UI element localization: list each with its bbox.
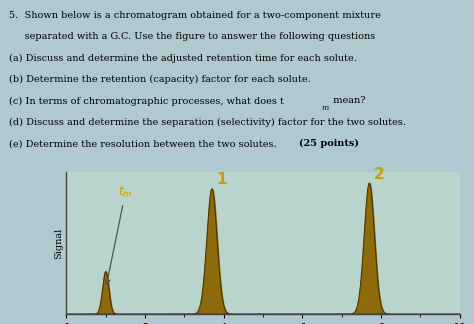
Text: separated with a G.C. Use the figure to answer the following questions: separated with a G.C. Use the figure to … bbox=[9, 32, 376, 41]
Text: 1: 1 bbox=[217, 172, 227, 187]
Text: 2: 2 bbox=[374, 167, 385, 182]
Text: (25 points): (25 points) bbox=[299, 139, 359, 148]
Text: mean?: mean? bbox=[330, 97, 366, 105]
Y-axis label: Signal: Signal bbox=[55, 227, 64, 259]
Text: 5.  Shown below is a chromatogram obtained for a two-component mixture: 5. Shown below is a chromatogram obtaine… bbox=[9, 11, 382, 20]
Text: m: m bbox=[321, 104, 328, 112]
Text: $t_m$: $t_m$ bbox=[105, 185, 133, 284]
Text: (c) In terms of chromatographic processes, what does t: (c) In terms of chromatographic processe… bbox=[9, 97, 284, 106]
Text: (e) Determine the resolution between the two solutes.: (e) Determine the resolution between the… bbox=[9, 139, 280, 148]
Text: (b) Determine the retention (capacity) factor for each solute.: (b) Determine the retention (capacity) f… bbox=[9, 75, 311, 84]
Text: (a) Discuss and determine the adjusted retention time for each solute.: (a) Discuss and determine the adjusted r… bbox=[9, 54, 357, 63]
Text: (d) Discuss and determine the separation (selectivity) factor for the two solute: (d) Discuss and determine the separation… bbox=[9, 118, 407, 127]
